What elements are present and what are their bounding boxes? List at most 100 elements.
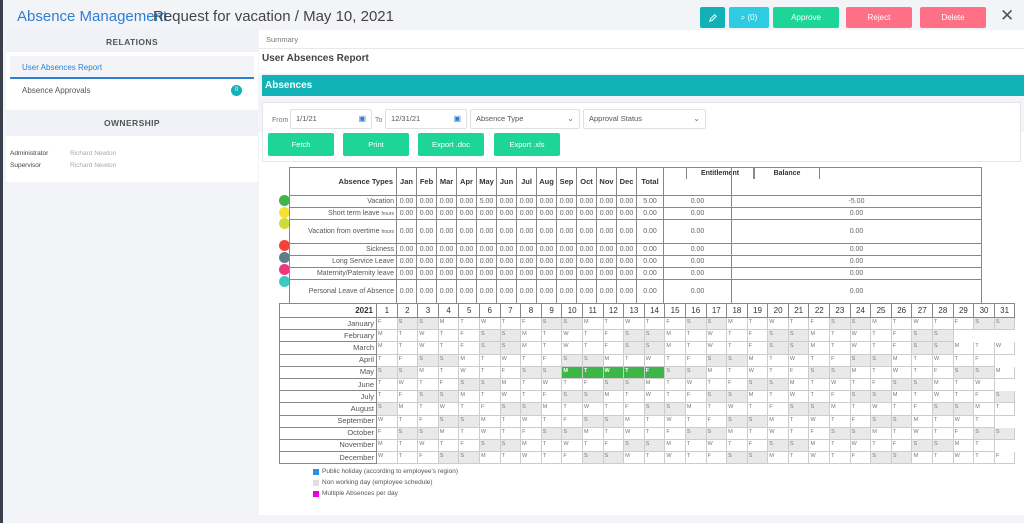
calendar-day-cell[interactable]: M <box>890 390 913 404</box>
calendar-day-cell[interactable]: S <box>829 365 851 379</box>
calendar-day-cell[interactable]: F <box>973 390 995 404</box>
calendar-day-cell[interactable]: S <box>993 316 1016 331</box>
calendar-day-cell[interactable]: M <box>911 451 934 465</box>
calendar-day-cell[interactable]: W <box>767 426 789 440</box>
calendar-day-cell[interactable]: T <box>890 316 913 331</box>
calendar-day-cell[interactable]: S <box>684 316 707 331</box>
calendar-day-cell[interactable]: S <box>540 426 563 440</box>
calendar-day-cell[interactable]: W <box>623 426 645 440</box>
calendar-day-cell[interactable]: F <box>829 353 851 367</box>
calendar-day-cell[interactable]: T <box>540 451 563 465</box>
calendar-day-cell[interactable]: W <box>540 377 563 392</box>
ownership-value[interactable]: Richard Newton <box>70 162 117 169</box>
calendar-day-cell[interactable]: S <box>581 353 604 367</box>
calendar-day-cell[interactable]: S <box>561 353 583 367</box>
calendar-day-cell[interactable]: M <box>602 353 625 367</box>
calendar-day-cell[interactable]: W <box>746 365 769 379</box>
calendar-day-cell[interactable]: T <box>932 316 954 331</box>
calendar-icon[interactable]: ▣ <box>358 114 366 123</box>
calendar-day-cell[interactable]: F <box>890 329 913 343</box>
calendar-day-cell[interactable]: S <box>437 390 460 404</box>
calendar-day-cell[interactable]: T <box>808 390 831 404</box>
calendar-day-cell[interactable]: F <box>932 365 954 379</box>
calendar-day-cell[interactable]: W <box>664 451 686 465</box>
calendar-day-cell[interactable]: S <box>932 329 954 343</box>
calendar-day-cell[interactable]: M <box>623 451 645 465</box>
calendar-day-cell[interactable]: M <box>478 451 501 465</box>
calendar-day-cell[interactable]: W <box>849 438 872 453</box>
calendar-day-cell[interactable]: S <box>643 329 666 343</box>
calendar-day-cell[interactable]: S <box>437 353 460 367</box>
calendar-day-cell[interactable]: M <box>870 426 892 440</box>
calendar-day-cell[interactable]: W <box>664 414 686 428</box>
calendar-day-cell[interactable]: T <box>787 316 810 331</box>
calendar-day-cell[interactable]: S <box>396 316 419 331</box>
fetch-button[interactable]: Fetch <box>268 133 334 156</box>
calendar-day-cell[interactable]: W <box>952 451 975 465</box>
calendar-day-cell[interactable]: T <box>540 329 563 343</box>
calendar-day-cell[interactable]: F <box>973 353 995 367</box>
calendar-day-cell[interactable]: T <box>643 426 666 440</box>
calendar-day-cell[interactable]: T <box>478 353 501 367</box>
calendar-day-cell[interactable]: S <box>932 402 954 416</box>
calendar-day-cell[interactable]: F <box>705 451 728 465</box>
calendar-day-cell[interactable]: F <box>540 390 563 404</box>
calendar-day-cell[interactable]: S <box>643 341 666 355</box>
calendar-day-cell[interactable]: T <box>437 365 460 379</box>
calendar-day-cell[interactable]: W <box>808 451 831 465</box>
calendar-day-cell[interactable]: M <box>746 353 769 367</box>
calendar-day-cell[interactable]: S <box>561 316 583 331</box>
calendar-day-cell[interactable]: T <box>684 329 707 343</box>
calendar-day-cell[interactable]: M <box>932 377 954 392</box>
comments-button[interactable]: ⌕ (0) <box>729 7 769 28</box>
calendar-day-cell[interactable]: T <box>396 329 419 343</box>
calendar-day-cell[interactable]: M <box>870 316 892 331</box>
calendar-day-cell[interactable]: S <box>602 451 625 465</box>
calendar-day-cell[interactable]: W <box>643 353 666 367</box>
calendar-day-cell[interactable]: T <box>726 438 748 453</box>
calendar-day-cell[interactable]: F <box>602 329 625 343</box>
calendar-day-cell[interactable]: T <box>705 402 728 416</box>
calendar-day-cell[interactable]: S <box>890 451 913 465</box>
calendar-day-cell[interactable]: M <box>767 414 789 428</box>
calendar-day-cell[interactable]: F <box>952 316 975 331</box>
calendar-day-cell[interactable]: T <box>643 451 666 465</box>
calendar-day-cell[interactable]: F <box>787 365 810 379</box>
calendar-day-cell[interactable]: S <box>437 414 460 428</box>
calendar-day-cell[interactable]: T <box>705 377 728 392</box>
to-date-input[interactable]: 12/31/21 ▣ <box>385 109 467 129</box>
calendar-day-cell[interactable]: M <box>437 316 460 331</box>
calendar-day-cell[interactable]: S <box>561 426 583 440</box>
calendar-day-cell[interactable]: S <box>499 329 522 343</box>
calendar-day-cell[interactable]: F <box>396 353 419 367</box>
calendar-day-cell[interactable]: S <box>787 438 810 453</box>
calendar-day-cell[interactable]: W <box>643 390 666 404</box>
calendar-day-cell[interactable]: T <box>684 438 707 453</box>
calendar-day-cell[interactable]: S <box>870 414 892 428</box>
calendar-day-cell[interactable]: T <box>932 451 954 465</box>
calendar-day-cell[interactable]: M <box>458 390 480 404</box>
calendar-day-cell[interactable]: S <box>643 438 666 453</box>
calendar-day-cell[interactable]: S <box>808 402 831 416</box>
calendar-day-cell[interactable]: F <box>623 402 645 416</box>
calendar-day-cell[interactable]: F <box>458 438 480 453</box>
calendar-day-cell[interactable]: T <box>890 402 913 416</box>
calendar-day-cell[interactable]: W <box>911 316 934 331</box>
calendar-day-cell[interactable]: M <box>520 341 542 355</box>
calendar-day-cell[interactable]: M <box>705 365 728 379</box>
calendar-day-cell[interactable]: W <box>767 316 789 331</box>
calendar-day-cell[interactable]: M <box>808 329 831 343</box>
calendar-day-cell[interactable]: T <box>952 377 975 392</box>
calendar-day-cell[interactable]: W <box>705 341 728 355</box>
calendar-day-cell[interactable]: M <box>561 365 583 379</box>
print-button[interactable]: Print <box>343 133 409 156</box>
calendar-day-cell[interactable]: T <box>973 414 995 428</box>
calendar-day-cell[interactable]: M <box>581 316 604 331</box>
calendar-day-cell[interactable]: W <box>458 365 480 379</box>
calendar-day-cell[interactable]: T <box>478 390 501 404</box>
calendar-day-cell[interactable]: S <box>787 341 810 355</box>
calendar-day-cell[interactable]: S <box>767 438 789 453</box>
calendar-day-cell[interactable]: T <box>458 426 480 440</box>
calendar-day-cell[interactable]: W <box>705 438 728 453</box>
calendar-day-cell[interactable]: T <box>829 438 851 453</box>
